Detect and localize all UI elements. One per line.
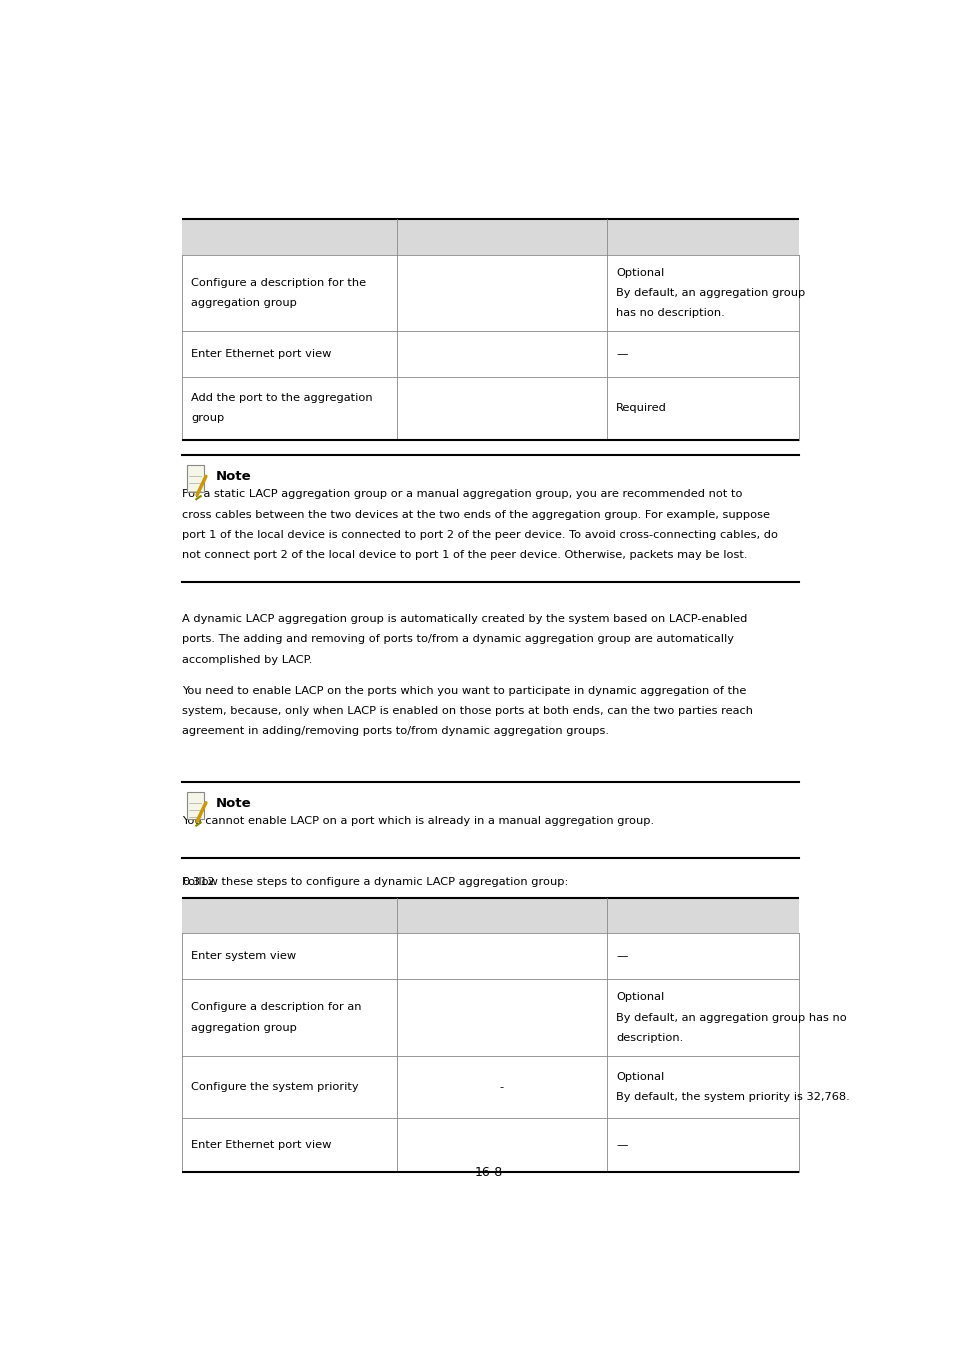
Text: 16-8: 16-8 [475,1166,502,1179]
Text: Required: Required [616,404,666,413]
FancyBboxPatch shape [187,791,203,818]
Text: ports. The adding and removing of ports to/from a dynamic aggregation group are : ports. The adding and removing of ports … [182,634,733,644]
Bar [182,898,799,933]
Text: Configure a description for the: Configure a description for the [191,278,366,288]
Text: cross cables between the two devices at the two ends of the aggregation group. F: cross cables between the two devices at … [182,510,769,520]
Text: Enter Ethernet port view: Enter Ethernet port view [191,1141,331,1150]
Text: Note: Note [215,470,251,483]
Text: not connect port 2 of the local device to port 1 of the peer device. Otherwise, : not connect port 2 of the local device t… [182,551,747,560]
Text: Enter Ethernet port view: Enter Ethernet port view [191,350,331,359]
Text: —: — [616,1141,627,1150]
Bar [182,219,799,255]
Text: Configure the system priority: Configure the system priority [191,1083,358,1092]
Text: description.: description. [616,1033,682,1042]
Text: -: - [499,1083,503,1092]
Text: Configure a description for an: Configure a description for an [191,1002,361,1012]
Text: —: — [616,350,627,359]
Text: By default, an aggregation group has no: By default, an aggregation group has no [616,1012,846,1022]
Text: aggregation group: aggregation group [191,298,296,308]
Text: Optional: Optional [616,992,663,1002]
Text: Optional: Optional [616,1072,663,1081]
Text: Add the port to the aggregation: Add the port to the aggregation [191,393,373,404]
Text: system, because, only when LACP is enabled on those ports at both ends, can the : system, because, only when LACP is enabl… [182,706,752,717]
Text: You cannot enable LACP on a port which is already in a manual aggregation group.: You cannot enable LACP on a port which i… [182,815,654,826]
Text: agreement in adding/removing ports to/from dynamic aggregation groups.: agreement in adding/removing ports to/fr… [182,726,608,737]
Text: For a static LACP aggregation group or a manual aggregation group, you are recom: For a static LACP aggregation group or a… [182,490,741,500]
Text: By default, an aggregation group: By default, an aggregation group [616,288,804,298]
Text: Optional: Optional [616,267,663,278]
Text: aggregation group: aggregation group [191,1023,296,1033]
Text: group: group [191,413,224,424]
Text: You need to enable LACP on the ports which you want to participate in dynamic ag: You need to enable LACP on the ports whi… [182,686,745,695]
Text: Follow these steps to configure a dynamic LACP aggregation group:: Follow these steps to configure a dynami… [182,878,568,887]
Text: By default, the system priority is 32,768.: By default, the system priority is 32,76… [616,1092,849,1103]
Text: accomplished by LACP.: accomplished by LACP. [182,655,313,664]
Text: Note: Note [215,796,251,810]
Text: port 1 of the local device is connected to port 2 of the peer device. To avoid c: port 1 of the local device is connected … [182,531,778,540]
Text: Enter system view: Enter system view [191,952,295,961]
Text: has no description.: has no description. [616,308,724,319]
Text: —: — [616,952,627,961]
FancyBboxPatch shape [187,466,203,493]
Text: A dynamic LACP aggregation group is automatically created by the system based on: A dynamic LACP aggregation group is auto… [182,614,747,624]
Text: 0.312: 0.312 [182,878,214,887]
